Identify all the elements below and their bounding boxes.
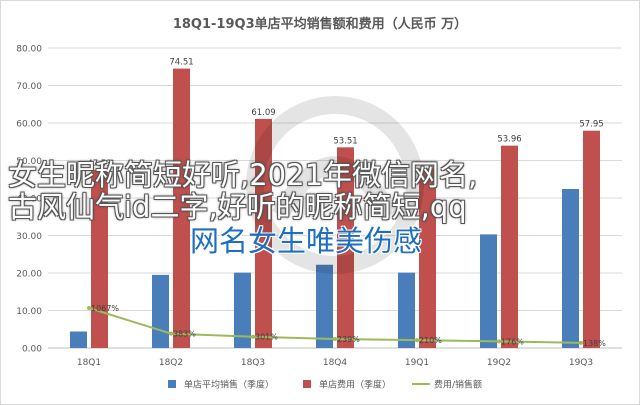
y-tick-label: 20.00 [16, 270, 42, 280]
x-tick-label: 19Q2 [487, 358, 511, 368]
x-tick-label: 18Q4 [323, 358, 348, 368]
bar-cost-label: 74.51 [169, 58, 193, 68]
bar-cost [255, 118, 272, 348]
bar-sales [316, 264, 333, 348]
y-tick-label: 50.00 [16, 157, 42, 167]
y-tick-label: 0.00 [22, 345, 42, 355]
bar-cost [91, 169, 108, 348]
ratio-label: 176% [501, 337, 524, 346]
bar-cost-label: 57.95 [579, 120, 603, 130]
bar-sales [480, 234, 497, 348]
ratio-label: 210% [419, 336, 442, 345]
legend-label: 单店平均销售（季度） [184, 379, 274, 391]
ratio-label: 138% [583, 339, 606, 348]
x-tick-label: 19Q1 [405, 358, 429, 368]
bar-cost [583, 130, 600, 348]
ratio-point [497, 339, 501, 344]
x-tick-label: 19Q3 [569, 358, 593, 368]
ratio-point [333, 337, 337, 342]
bar-sales [398, 272, 415, 348]
ratio-point [579, 340, 583, 345]
y-tick-label: 10.00 [16, 307, 42, 317]
ratio-label: 239% [337, 335, 360, 344]
legend-swatch [168, 380, 176, 388]
y-tick-label: 60.00 [16, 120, 42, 130]
gridlines [48, 47, 622, 349]
ratio-label: 383% [173, 330, 196, 339]
bar-cost [173, 68, 190, 349]
y-axis-ticks: 0.00 10.00 20.00 30.00 40.00 50.00 60.00 70.00 8… [16, 45, 42, 355]
bar-sales [234, 272, 251, 348]
bar-sales [70, 331, 87, 348]
y-tick-label: 80.00 [16, 45, 42, 55]
bar-cost-label: 61.09 [251, 108, 275, 118]
x-tick-label: 18Q1 [77, 358, 101, 368]
ratio-line: 1067% 383% 301% 239% 210% 176% 138% [87, 304, 606, 348]
bar-cost-label: 47.53 [87, 159, 111, 169]
bar-cost [419, 168, 436, 348]
x-tick-label: 18Q3 [241, 358, 265, 368]
bar-cost-label: 53.51 [333, 136, 357, 146]
y-tick-label: 40.00 [16, 195, 42, 205]
ratio-point [87, 305, 91, 310]
ratio-point [251, 334, 255, 339]
legend-label: 单店费用（季度） [319, 379, 391, 391]
bar-sales [152, 274, 169, 348]
x-axis-ticks: 18Q1 18Q2 18Q3 18Q4 19Q1 19Q2 19Q3 [77, 358, 593, 368]
bars: 47.53 74.51 61.09 53.51 53.96 57.95 [70, 58, 604, 349]
ratio-label: 301% [255, 333, 278, 342]
ratio-label: 1067% [91, 304, 119, 313]
ratio-point [415, 338, 419, 343]
bar-cost [501, 145, 518, 348]
bar-cost-label: 53.96 [497, 135, 521, 145]
x-tick-label: 18Q2 [159, 358, 183, 368]
bar-cost [337, 147, 354, 348]
y-tick-label: 30.00 [16, 232, 42, 242]
legend: 单店平均销售（季度） 单店费用（季度） 费用/销售额 [168, 379, 482, 391]
chart-title: 18Q1-19Q3单店平均销售额和费用（人民币 万） [173, 16, 467, 32]
legend-label: 费用/销售额 [434, 379, 482, 391]
legend-swatch [303, 380, 311, 388]
bar-sales [562, 189, 579, 348]
y-tick-label: 70.00 [16, 82, 42, 92]
ratio-point [169, 331, 173, 336]
